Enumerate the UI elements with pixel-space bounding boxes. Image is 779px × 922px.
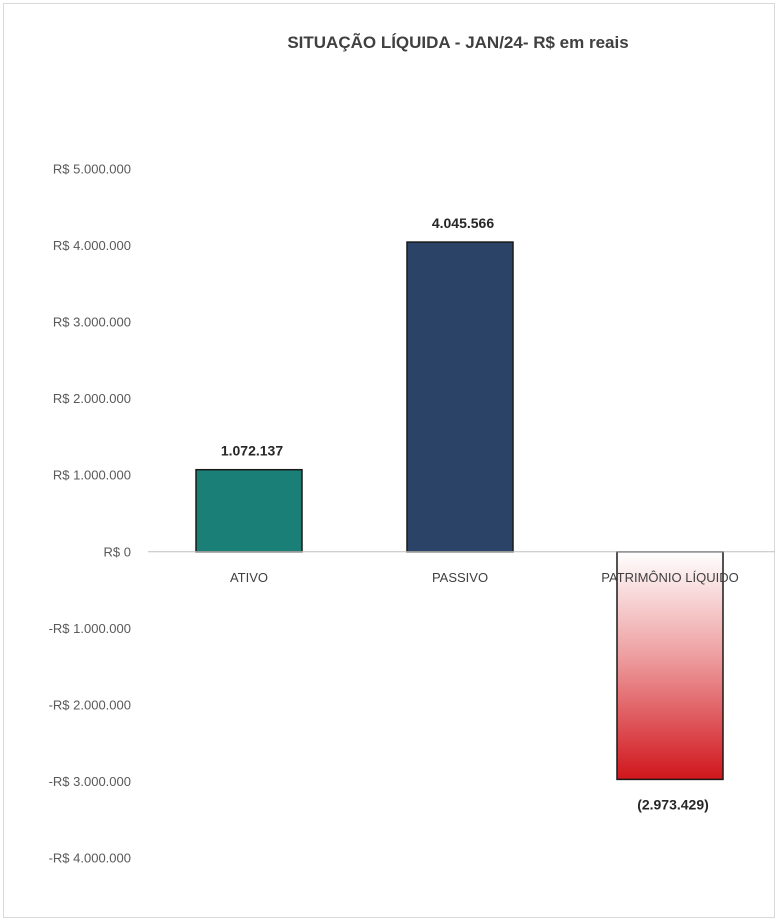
category-labels: ATIVO PASSIVO PATRIMÔNIO LÍQUIDO — [230, 570, 739, 585]
y-tick-label: R$ 0 — [104, 544, 131, 559]
y-tick-label: R$ 1.000.000 — [53, 468, 131, 483]
data-labels: 1.072.137 4.045.566 (2.973.429) — [221, 215, 709, 812]
y-tick-label: -R$ 2.000.000 — [49, 697, 131, 712]
y-tick-label: R$ 5.000.000 — [53, 162, 131, 177]
data-label: 4.045.566 — [432, 215, 494, 231]
data-label: (2.973.429) — [637, 796, 709, 812]
y-tick-label: R$ 3.000.000 — [53, 315, 131, 330]
bars-group — [195, 241, 724, 781]
y-tick-label: R$ 2.000.000 — [53, 391, 131, 406]
y-axis-ticks: R$ 5.000.000 R$ 4.000.000 R$ 3.000.000 R$ 2… — [49, 162, 131, 866]
bar-passivo — [406, 241, 514, 553]
category-label: ATIVO — [230, 570, 268, 585]
y-tick-label: -R$ 3.000.000 — [49, 774, 131, 789]
chart-title: SITUAÇÃO LÍQUIDA - JAN/24- R$ em reais — [287, 32, 628, 52]
bar-patrimonio-liquido — [616, 551, 724, 781]
y-tick-label: -R$ 1.000.000 — [49, 621, 131, 636]
data-label: 1.072.137 — [221, 443, 283, 459]
category-label: PATRIMÔNIO LÍQUIDO — [601, 570, 738, 585]
y-tick-label: -R$ 4.000.000 — [49, 851, 131, 866]
y-tick-label: R$ 4.000.000 — [53, 238, 131, 253]
bar-ativo — [195, 468, 303, 553]
category-label: PASSIVO — [432, 570, 488, 585]
